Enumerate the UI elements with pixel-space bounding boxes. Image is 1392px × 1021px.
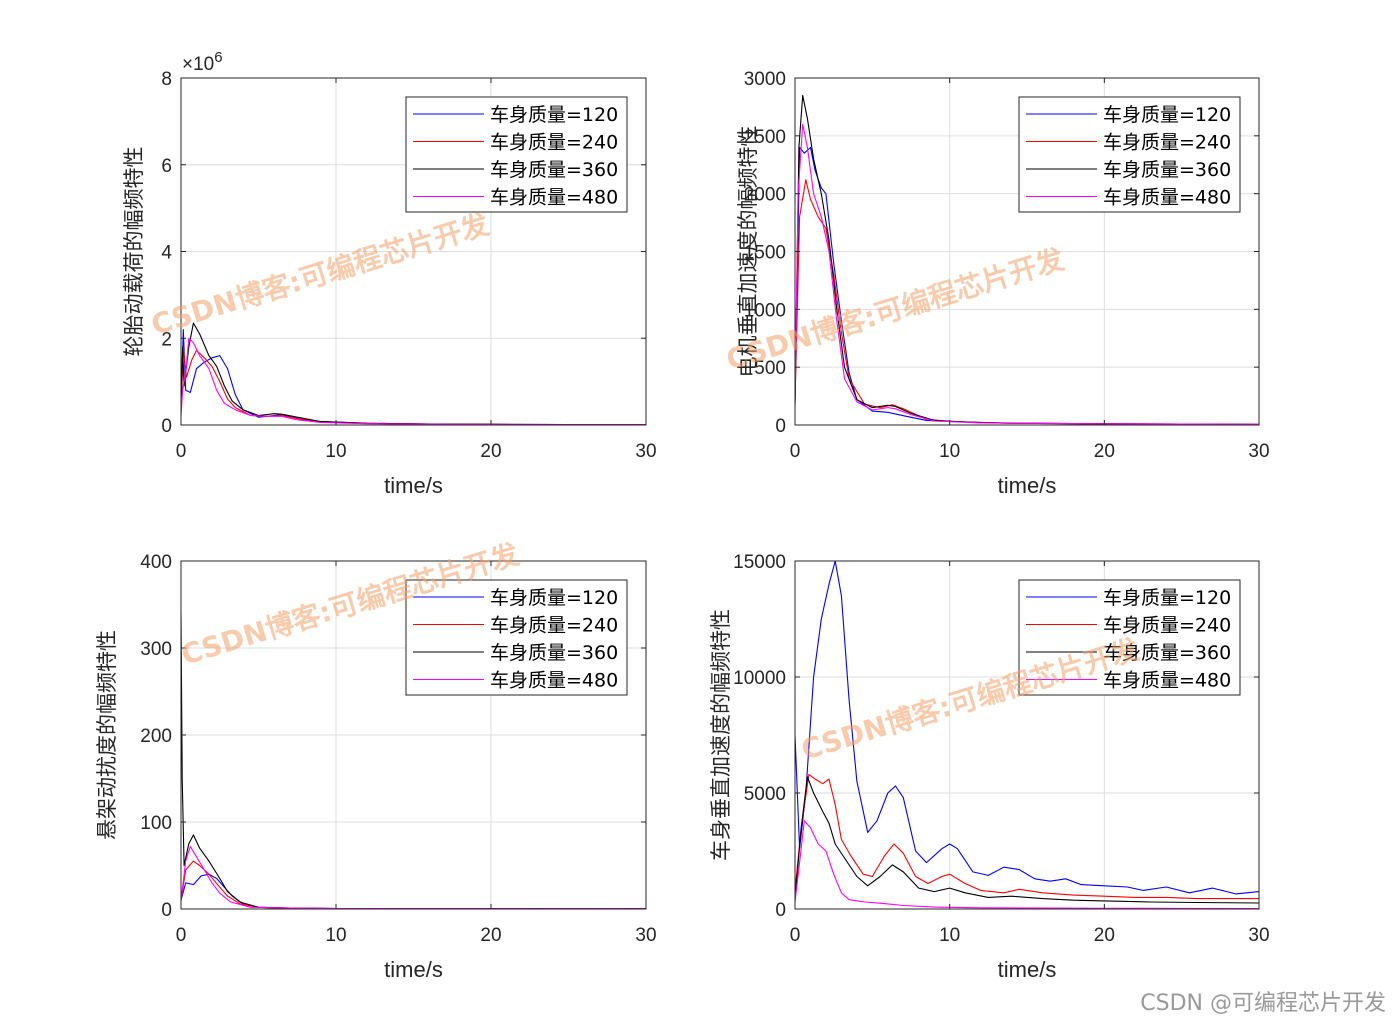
y-tick-label: 4: [161, 243, 172, 264]
x-tick-label: 30: [1248, 925, 1269, 946]
y-tick-label: 0: [775, 900, 786, 921]
y-tick-label: 500: [754, 358, 786, 379]
series-line-4: [181, 337, 646, 425]
legend: 车身质量=120 车身质量=240 车身质量=360 车身质量=480: [405, 579, 628, 696]
x-tick-label: 20: [1094, 441, 1115, 462]
y-tick-label: 200: [140, 726, 172, 747]
x-tick-label: 0: [176, 441, 187, 462]
y-tick-label: 100: [140, 813, 172, 834]
y-tick-label: 5000: [744, 784, 786, 805]
legend-entry: 车身质量=480: [490, 187, 618, 209]
y-axis-label: 车身垂直加速度的幅频特性: [709, 609, 733, 861]
y-tick-label: 3000: [744, 69, 786, 90]
series-line-1: [795, 561, 1259, 895]
x-tick-label: 20: [1094, 925, 1115, 946]
subplot-4: 0 10 20 30 0 5000 10000 15000 time/s 车身垂直加速度的幅频特性…: [709, 552, 1270, 982]
x-axis-label: time/s: [384, 473, 443, 498]
y-tick-label: 1500: [744, 243, 786, 264]
y-tick-label: 10000: [733, 668, 786, 689]
legend-entry: 车身质量=360: [490, 642, 618, 664]
legend-entry: 车身质量=360: [1103, 159, 1231, 181]
x-axis-label: time/s: [998, 473, 1057, 498]
x-tick-label: 10: [325, 441, 346, 462]
y-axis-label: 电机垂直加速度的幅频特性: [736, 126, 760, 378]
subplot-1: 0 10 20 30 0 2 4 6 8 ×106 time/s 轮胎动载荷的幅频特性 车身质量=120…: [122, 49, 657, 498]
series-line-4: [795, 820, 1259, 909]
legend-box: [405, 579, 628, 696]
y-axis-label: 轮胎动载荷的幅频特性: [122, 147, 146, 357]
y-tick-label: 6: [161, 156, 172, 177]
x-tick-label: 0: [790, 441, 801, 462]
y-tick-label: 0: [775, 416, 786, 437]
x-tick-label: 20: [480, 925, 501, 946]
x-tick-label: 10: [325, 925, 346, 946]
subplot-3: 0 10 20 300100200300400time/s悬架动扰度的幅频特性车身质量…: [95, 552, 657, 982]
series-line-2: [795, 773, 1259, 900]
legend-entry: 车身质量=120: [1103, 587, 1231, 609]
legend: 车身质量=120 车身质量=240 车身质量=360 车身质量=480: [1018, 96, 1241, 213]
legend-entry: 车身质量=120: [490, 104, 618, 126]
y-tick-label: 2500: [744, 127, 786, 148]
legend-entry: 车身质量=120: [1103, 104, 1231, 126]
legend-entry: 车身质量=360: [490, 159, 618, 181]
legend-entry: 车身质量=360: [1103, 642, 1231, 664]
x-tick-label: 30: [635, 925, 656, 946]
legend-entry: 车身质量=240: [1103, 615, 1231, 637]
y-tick-label: 2000: [744, 185, 786, 206]
legend-entry: 车身质量=480: [1103, 670, 1231, 692]
legend-entry: 车身质量=480: [1103, 187, 1231, 209]
legend-entry: 车身质量=240: [1103, 132, 1231, 154]
x-tick-label: 20: [480, 441, 501, 462]
y-tick-label: 0: [161, 416, 172, 437]
y-tick-label: 400: [140, 552, 172, 573]
legend-box: [1018, 96, 1241, 213]
x-tick-label: 30: [1248, 441, 1269, 462]
x-axis-label: time/s: [998, 957, 1057, 982]
legend-entry: 车身质量=120: [490, 587, 618, 609]
legend-box: [405, 96, 628, 213]
series-line-4: [795, 123, 1259, 425]
footer-watermark: CSDN @可编程芯片开发: [1140, 991, 1386, 1016]
x-tick-label: 0: [790, 925, 801, 946]
y-tick-label: 2: [161, 329, 172, 350]
x-tick-label: 10: [939, 441, 960, 462]
y-tick-label: 300: [140, 639, 172, 660]
y-tick-label: 8: [161, 69, 172, 90]
y-tick-label: 0: [161, 900, 172, 921]
exponent-power: 6: [214, 49, 222, 66]
legend-entry: 车身质量=240: [490, 615, 618, 637]
x-tick-label: 30: [635, 441, 656, 462]
legend: 车身质量=120 车身质量=240 车身质量=360 车身质量=480: [1018, 579, 1241, 696]
x-axis-label: time/s: [384, 957, 443, 982]
legend: 车身质量=120 车身质量=240 车身质量=360 车身质量=480: [405, 96, 628, 213]
x-tick-label: 0: [176, 925, 187, 946]
x-tick-label: 10: [939, 925, 960, 946]
legend-box: [1018, 579, 1241, 696]
y-tick-label: 1000: [744, 300, 786, 321]
exponent-label: ×106: [182, 49, 223, 75]
axes-frame: [794, 560, 1260, 910]
subplot-2: 0 10 20 30 0 500 1000 1500 2000 2500 3000 time/s 电机垂…: [736, 69, 1270, 498]
y-axis-label: 悬架动扰度的幅频特性: [95, 630, 119, 840]
series-line-3: [795, 776, 1259, 904]
y-tick-label: 15000: [733, 552, 786, 573]
legend-entry: 车身质量=240: [490, 132, 618, 154]
legend-entry: 车身质量=480: [490, 670, 618, 692]
